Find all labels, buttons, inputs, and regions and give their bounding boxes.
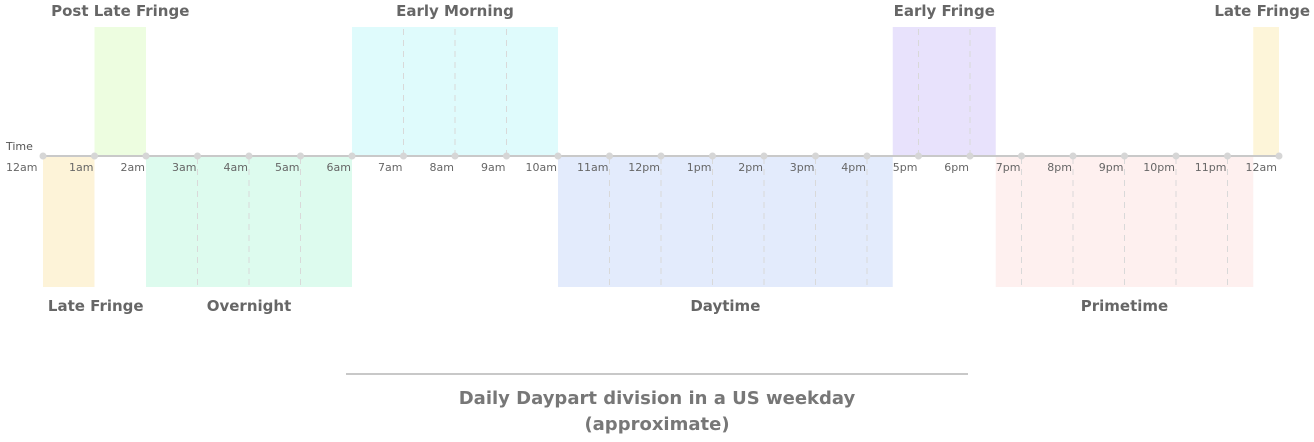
hour-label: 6am <box>327 161 351 174</box>
axis-label: Time <box>5 140 33 153</box>
hour-dot <box>1018 152 1025 160</box>
segment-post-late-fringe <box>94 27 146 156</box>
segment-label-early-fringe: Early Fringe <box>894 2 995 20</box>
segment-late-fringe-late <box>1253 27 1279 156</box>
hour-label: 3am <box>172 161 196 174</box>
hour-dot <box>297 152 304 160</box>
hour-dot <box>554 152 562 160</box>
segment-overnight <box>146 156 352 287</box>
segment-late-fringe-early <box>43 156 95 287</box>
hour-label: 5pm <box>893 161 918 174</box>
caption-line-1: Daily Daypart division in a US weekday <box>458 388 856 409</box>
segments-layer <box>43 27 1279 287</box>
dividers-layer <box>197 29 1228 285</box>
hour-label: 3pm <box>790 161 815 174</box>
hour-label: 9am <box>481 161 505 174</box>
hour-label: 7am <box>378 161 402 174</box>
hour-label: 12am <box>1246 161 1277 174</box>
hour-dot <box>245 152 253 160</box>
hour-label: 6pm <box>944 161 969 174</box>
hour-dot <box>400 152 407 160</box>
hour-dot <box>1224 152 1231 160</box>
caption-line-2: (approximate) <box>584 414 730 435</box>
segment-label-late-fringe-late: Late Fringe <box>1214 2 1310 20</box>
segment-label-daytime: Daytime <box>690 297 760 315</box>
hour-label: 2am <box>121 161 145 174</box>
hour-dot <box>142 152 150 160</box>
hour-dot <box>1069 152 1077 160</box>
segment-daytime <box>558 156 893 287</box>
daypart-diagram: 12am 1am 2am 3am 4am 5am 6am 7am 8am 9am 10am 11am 1… <box>5 2 1310 315</box>
hour-label: 10am <box>526 161 557 174</box>
hour-label: 12am <box>6 161 37 174</box>
segment-label-post-late-fringe: Post Late Fringe <box>51 2 189 20</box>
hour-dot <box>760 152 768 160</box>
hour-dot <box>709 152 716 160</box>
hour-label: 11pm <box>1195 161 1227 174</box>
hour-dot <box>1275 152 1283 160</box>
caption-divider <box>346 373 968 375</box>
hour-dots-layer <box>39 152 1283 160</box>
hour-dot <box>1172 152 1180 160</box>
segment-early-morning <box>352 27 558 156</box>
hour-dot <box>863 152 871 160</box>
hour-dot <box>348 152 356 160</box>
hour-dot <box>606 152 613 160</box>
hour-label: 11am <box>577 161 608 174</box>
segment-label-early-morning: Early Morning <box>396 2 514 20</box>
segment-primetime <box>995 156 1254 287</box>
segment-label-primetime: Primetime <box>1081 297 1168 315</box>
hour-label: 7pm <box>996 161 1021 174</box>
hour-label: 2pm <box>738 161 763 174</box>
segment-early-fringe <box>892 27 996 156</box>
segment-labels-layer: Late Fringe Post Late Fringe Overnight Earl… <box>48 2 1310 315</box>
hour-dot <box>915 152 922 160</box>
hour-dot <box>194 152 201 160</box>
hour-dot <box>657 152 665 160</box>
segment-label-late-fringe-early: Late Fringe <box>48 297 144 315</box>
hour-label: 1pm <box>687 161 712 174</box>
hour-label: 5am <box>275 161 299 174</box>
hour-label: 4pm <box>841 161 866 174</box>
hour-dot <box>966 152 974 160</box>
segment-label-overnight: Overnight <box>207 297 292 315</box>
hour-label: 8am <box>430 161 454 174</box>
hour-label: 1am <box>69 161 93 174</box>
hour-label: 10pm <box>1143 161 1175 174</box>
hour-label: 8pm <box>1047 161 1072 174</box>
diagram-caption: Daily Daypart division in a US weekday (… <box>0 386 1314 438</box>
hour-dot <box>451 152 459 160</box>
hour-dot <box>91 152 98 160</box>
hour-label: 12pm <box>628 161 660 174</box>
hour-labels-layer: 12am 1am 2am 3am 4am 5am 6am 7am 8am 9am 10am 11am 1… <box>6 161 1277 174</box>
hour-dot <box>1121 152 1128 160</box>
hour-label: 4am <box>224 161 248 174</box>
hour-label: 9pm <box>1099 161 1124 174</box>
hour-dot <box>39 152 47 160</box>
hour-dot <box>503 152 510 160</box>
hour-dot <box>812 152 819 160</box>
